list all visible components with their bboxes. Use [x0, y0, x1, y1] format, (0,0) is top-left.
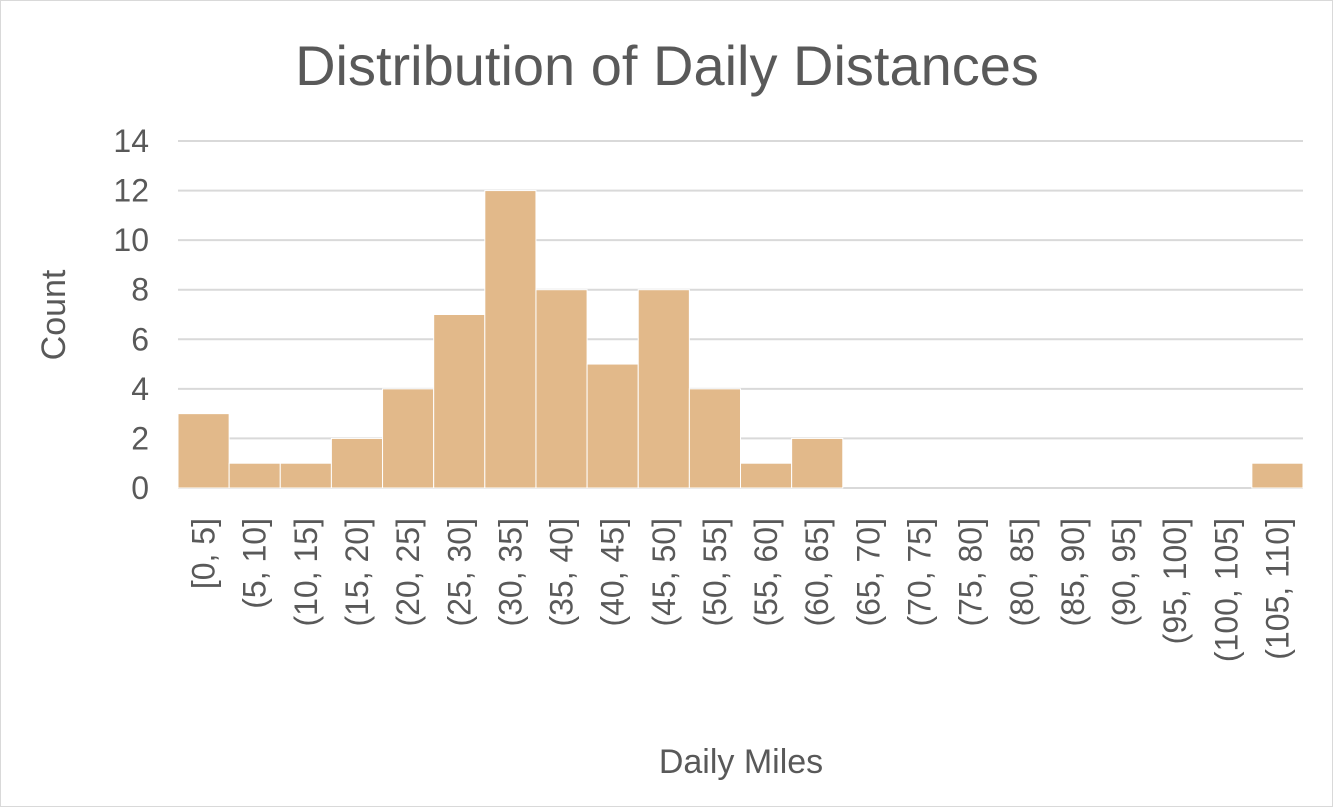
y-tick-label: 4	[131, 371, 149, 407]
bar	[382, 388, 435, 489]
x-tick-label: (45, 50]	[646, 518, 682, 627]
bar	[1251, 462, 1304, 489]
bar	[330, 437, 384, 489]
x-tick-label: (40, 45]	[595, 518, 631, 627]
bar	[586, 363, 639, 489]
x-tick-label: (75, 80]	[953, 518, 989, 627]
x-tick-label: (50, 55]	[697, 518, 733, 627]
y-axis-ticks: 0 2 4 6 8 10 12 14	[113, 123, 149, 506]
x-tick-label: (15, 20]	[339, 518, 375, 627]
x-tick-label: (100, 105]	[1208, 518, 1244, 662]
x-axis-ticks: [0, 5] (5, 10] (10, 15] (15, 20] (20, 25] (25…	[186, 518, 1296, 662]
bar	[688, 388, 742, 489]
bar	[535, 289, 588, 489]
bar	[177, 413, 230, 489]
y-tick-label: 2	[131, 420, 149, 456]
x-tick-label: (35, 40]	[544, 518, 580, 627]
x-tick-label: (10, 15]	[288, 518, 324, 627]
y-tick-label: 10	[113, 222, 149, 258]
y-tick-label: 12	[113, 173, 149, 209]
bar	[637, 289, 690, 489]
bar	[740, 462, 793, 489]
chart-title: Distribution of Daily Distances	[295, 34, 1039, 97]
x-tick-label: (90, 95]	[1106, 518, 1142, 627]
bar	[279, 462, 332, 489]
bar	[791, 437, 844, 489]
y-tick-label: 6	[131, 321, 149, 357]
bar	[433, 314, 486, 489]
x-tick-label: (5, 10]	[237, 518, 273, 609]
y-tick-label: 8	[131, 272, 149, 308]
x-tick-label: (105, 110]	[1259, 518, 1295, 660]
x-tick-label: (60, 65]	[799, 518, 835, 627]
x-tick-label: (55, 60]	[748, 518, 784, 627]
bar	[484, 190, 537, 489]
x-tick-label: (25, 30]	[441, 518, 477, 627]
x-tick-label: (85, 90]	[1055, 518, 1091, 627]
x-tick-label: (65, 70]	[850, 518, 886, 627]
x-tick-label: (30, 35]	[492, 518, 528, 627]
x-axis-title: Daily Miles	[659, 743, 823, 781]
x-tick-label: [0, 5]	[186, 518, 222, 589]
x-tick-label: (20, 25]	[390, 518, 426, 627]
bar	[228, 462, 281, 489]
y-axis-title: Count	[35, 269, 73, 360]
x-tick-label: (70, 75]	[901, 518, 937, 627]
y-tick-label: 14	[113, 123, 149, 159]
y-tick-label: 0	[131, 470, 149, 506]
x-tick-label: (95, 100]	[1157, 518, 1193, 644]
x-tick-label: (80, 85]	[1004, 518, 1040, 627]
bars	[177, 190, 1304, 489]
